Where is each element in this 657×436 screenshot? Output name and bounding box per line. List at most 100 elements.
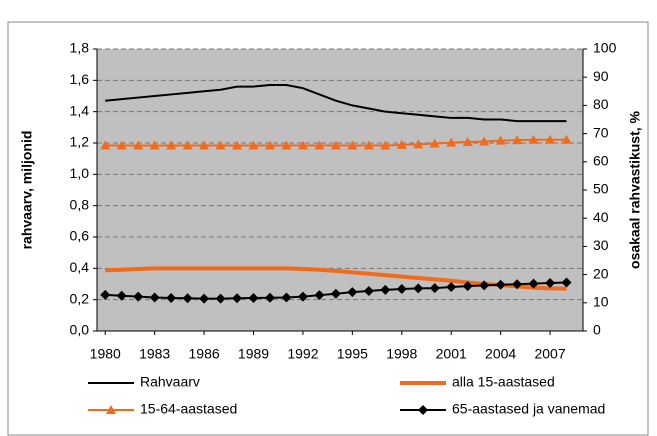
- marker: [182, 293, 193, 304]
- x-tick-label: 1983: [139, 346, 170, 362]
- legend-label: 15-64-aastased: [140, 401, 237, 417]
- y-tick-label: 1,2: [70, 134, 90, 150]
- marker: [363, 140, 374, 150]
- marker: [413, 283, 424, 294]
- y-tick-label: 1,4: [70, 102, 90, 118]
- marker: [199, 140, 210, 150]
- marker: [495, 279, 506, 290]
- marker: [248, 293, 259, 304]
- y-tick-label: 0,8: [70, 196, 90, 212]
- marker: [413, 139, 424, 149]
- x-tick-label: 1995: [337, 346, 368, 362]
- x-tick-label: 1989: [238, 346, 269, 362]
- y-tick-label: 1,8: [70, 40, 90, 56]
- marker: [396, 139, 407, 149]
- marker: [297, 140, 308, 150]
- marker: [264, 292, 275, 303]
- x-tick-label: 1992: [287, 346, 318, 362]
- marker: [363, 285, 374, 296]
- legend-label: alla 15-aastased: [452, 374, 555, 390]
- marker: [429, 138, 440, 148]
- y-tick-label: 0,6: [70, 228, 90, 244]
- marker: [347, 287, 358, 298]
- marker: [512, 279, 523, 290]
- marker: [462, 137, 473, 147]
- marker: [330, 288, 341, 299]
- marker: [528, 134, 539, 144]
- marker: [116, 140, 127, 150]
- y-tick-label: 0,2: [70, 290, 90, 306]
- marker: [446, 137, 457, 147]
- x-tick-label: 2004: [485, 346, 516, 362]
- marker: [264, 140, 275, 150]
- marker: [149, 292, 160, 303]
- marker: [545, 134, 556, 144]
- marker: [100, 140, 111, 150]
- marker: [314, 140, 325, 150]
- marker: [380, 284, 391, 295]
- marker: [561, 134, 572, 144]
- x-tick-label: 1980: [90, 346, 121, 362]
- y2-tick-label: 70: [593, 124, 609, 140]
- y2-axis-title: osakaal rahvastikust, %: [627, 110, 643, 269]
- marker: [215, 140, 226, 150]
- marker: [149, 140, 160, 150]
- marker: [479, 136, 490, 146]
- legend-label: 65-aastased ja vanemad: [452, 401, 605, 417]
- marker: [495, 135, 506, 145]
- y2-tick-label: 30: [593, 237, 609, 253]
- marker: [347, 140, 358, 150]
- y2-tick-label: 60: [593, 153, 609, 169]
- marker: [418, 405, 428, 415]
- marker: [297, 291, 308, 302]
- series-line: [105, 84, 567, 123]
- marker: [199, 293, 210, 304]
- y2-tick-label: 50: [593, 181, 609, 197]
- x-tick-label: 1998: [386, 346, 417, 362]
- x-tick-label: 1986: [189, 346, 220, 362]
- marker: [512, 135, 523, 145]
- y2-tick-label: 20: [593, 265, 609, 281]
- marker: [100, 289, 111, 300]
- marker: [429, 283, 440, 294]
- marker: [133, 291, 144, 302]
- marker: [528, 278, 539, 289]
- marker: [330, 140, 341, 150]
- marker: [248, 140, 259, 150]
- marker: [116, 290, 127, 301]
- marker: [446, 282, 457, 293]
- y-tick-label: 1,6: [70, 71, 90, 87]
- y-tick-label: 1,0: [70, 165, 90, 181]
- y-axis-title: rahvaarv, miljonid: [19, 131, 35, 250]
- plot-area: [97, 49, 583, 331]
- marker: [561, 277, 572, 288]
- marker: [166, 293, 177, 304]
- marker: [232, 293, 243, 304]
- y2-tick-label: 100: [593, 40, 617, 56]
- marker: [380, 140, 391, 150]
- y2-tick-label: 90: [593, 68, 609, 84]
- y2-tick-label: 80: [593, 96, 609, 112]
- marker: [232, 140, 243, 150]
- marker: [462, 281, 473, 292]
- x-tick-label: 2001: [436, 346, 467, 362]
- marker: [281, 140, 292, 150]
- legend-label: Rahvaarv: [140, 374, 200, 390]
- marker: [133, 140, 144, 150]
- marker: [182, 140, 193, 150]
- marker: [396, 283, 407, 294]
- marker: [106, 405, 116, 414]
- marker: [545, 278, 556, 289]
- marker: [166, 140, 177, 150]
- y2-tick-label: 40: [593, 209, 609, 225]
- marker: [479, 280, 490, 291]
- marker: [281, 292, 292, 303]
- x-tick-label: 2007: [534, 346, 565, 362]
- marker: [215, 293, 226, 304]
- y2-tick-label: 0: [593, 322, 601, 338]
- y2-tick-label: 10: [593, 294, 609, 310]
- y-tick-label: 0,0: [70, 322, 90, 338]
- y-tick-label: 0,4: [70, 259, 90, 275]
